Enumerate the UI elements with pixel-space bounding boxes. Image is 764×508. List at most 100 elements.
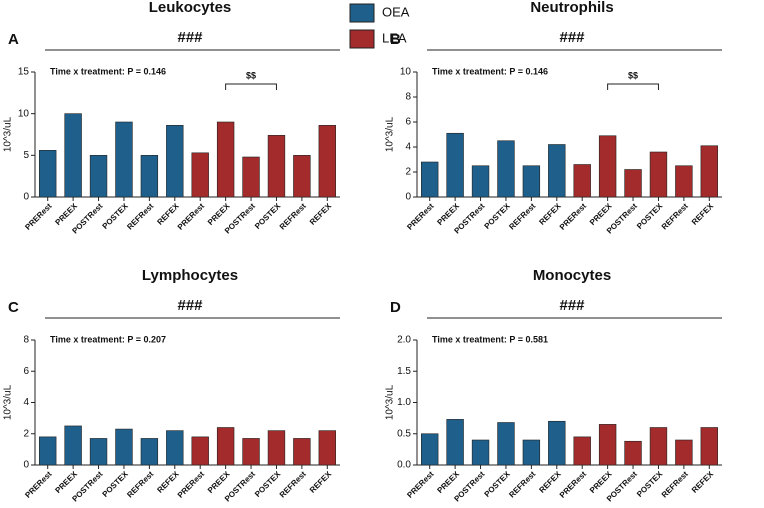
bar bbox=[216, 427, 235, 466]
y-tick-label: 1.0 bbox=[397, 397, 411, 408]
bar bbox=[115, 121, 133, 198]
bar bbox=[573, 164, 591, 198]
bar bbox=[624, 440, 642, 466]
bar bbox=[89, 155, 108, 198]
x-tick-label: REFRest bbox=[125, 201, 155, 231]
bar bbox=[675, 165, 693, 198]
legend-swatch bbox=[349, 29, 375, 49]
significance: ### bbox=[177, 297, 203, 314]
panel-title: Leukocytes bbox=[149, 0, 232, 16]
y-tick-label: 0 bbox=[23, 192, 29, 203]
bar bbox=[293, 155, 311, 198]
bar bbox=[598, 135, 617, 198]
y-tick-label: 2 bbox=[23, 428, 29, 439]
bar bbox=[471, 439, 490, 466]
panel-letter: C bbox=[8, 299, 19, 316]
y-axis-label: 10^3/uL bbox=[3, 384, 14, 420]
y-tick-label: 8 bbox=[405, 92, 411, 103]
x-tick-label: PRERest bbox=[23, 201, 53, 231]
bar bbox=[318, 125, 336, 198]
y-tick-label: 0 bbox=[405, 192, 411, 203]
x-tick-label: REFRest bbox=[125, 469, 155, 499]
y-tick-label: 6 bbox=[405, 117, 411, 128]
x-tick-label: PRERest bbox=[558, 469, 588, 499]
bar bbox=[421, 161, 439, 198]
significance: ### bbox=[559, 297, 585, 314]
bar bbox=[89, 438, 108, 466]
bracket bbox=[607, 83, 659, 90]
bar bbox=[293, 438, 311, 466]
y-tick-label: 0.5 bbox=[397, 428, 411, 439]
y-tick-label: 5 bbox=[23, 150, 29, 161]
bar bbox=[140, 155, 159, 198]
y-tick-label: 0 bbox=[23, 460, 29, 471]
bar bbox=[242, 156, 260, 198]
bar bbox=[675, 439, 693, 466]
x-tick-label: PRERest bbox=[23, 469, 53, 499]
bracket-label: $$ bbox=[246, 70, 256, 80]
x-tick-label: PRERest bbox=[558, 201, 588, 231]
panel-letter: D bbox=[390, 299, 401, 316]
x-tick-label: REFRest bbox=[278, 201, 308, 231]
y-tick-label: 4 bbox=[23, 397, 29, 408]
bar bbox=[624, 169, 642, 198]
y-tick-label: 6 bbox=[23, 366, 29, 377]
bar bbox=[497, 140, 515, 198]
bar bbox=[64, 425, 82, 466]
annotation: Time x treatment: P = 0.146 bbox=[432, 66, 548, 76]
bar bbox=[140, 438, 159, 466]
bar bbox=[166, 430, 184, 466]
bar bbox=[242, 438, 260, 466]
x-tick-label: REFEX bbox=[690, 469, 716, 495]
panel-letter: B bbox=[390, 31, 401, 48]
bar bbox=[548, 420, 566, 466]
y-tick-label: 4 bbox=[405, 142, 411, 153]
annotation: Time x treatment: P = 0.207 bbox=[50, 334, 166, 344]
panel-letter: A bbox=[8, 31, 19, 48]
y-axis-label: 10^3/uL bbox=[3, 116, 14, 152]
panel-title: Monocytes bbox=[533, 267, 611, 284]
bar bbox=[471, 165, 490, 198]
significance: ### bbox=[177, 29, 203, 46]
x-tick-label: PRERest bbox=[405, 201, 435, 231]
x-tick-label: PRERest bbox=[176, 201, 206, 231]
y-axis-label: 10^3/uL bbox=[385, 384, 396, 420]
annotation: Time x treatment: P = 0.146 bbox=[50, 66, 166, 76]
panel-title: Neutrophils bbox=[530, 0, 613, 16]
legend-label: LEA bbox=[382, 30, 407, 45]
bar bbox=[39, 150, 57, 198]
significance: ### bbox=[559, 29, 585, 46]
x-tick-label: REFRest bbox=[660, 201, 690, 231]
y-tick-label: 10 bbox=[400, 67, 412, 78]
bar bbox=[522, 439, 541, 466]
x-tick-label: REFRest bbox=[507, 469, 537, 499]
bar bbox=[446, 132, 464, 198]
bar bbox=[191, 436, 209, 466]
y-tick-label: 0.0 bbox=[397, 460, 411, 471]
legend-label: OEA bbox=[382, 4, 410, 19]
bar bbox=[649, 151, 668, 198]
x-tick-label: PRERest bbox=[405, 469, 435, 499]
y-tick-label: 8 bbox=[23, 335, 29, 346]
panel-title: Lymphocytes bbox=[142, 267, 238, 284]
bar bbox=[318, 430, 336, 466]
bar bbox=[700, 427, 718, 466]
bar bbox=[497, 422, 515, 466]
legend-swatch bbox=[349, 3, 375, 23]
bar bbox=[39, 436, 57, 466]
bar bbox=[446, 419, 464, 466]
x-tick-label: REFEX bbox=[308, 201, 334, 227]
annotation: Time x treatment: P = 0.581 bbox=[432, 334, 548, 344]
y-tick-label: 15 bbox=[18, 67, 30, 78]
bar bbox=[166, 125, 184, 198]
bar bbox=[216, 121, 235, 198]
bar bbox=[421, 433, 439, 466]
x-tick-label: REFEX bbox=[308, 469, 334, 495]
x-tick-label: REFRest bbox=[507, 201, 537, 231]
y-tick-label: 2 bbox=[405, 167, 411, 178]
bracket-label: $$ bbox=[628, 70, 638, 80]
bar bbox=[267, 430, 286, 466]
x-tick-label: REFRest bbox=[278, 469, 308, 499]
bar bbox=[115, 428, 133, 466]
